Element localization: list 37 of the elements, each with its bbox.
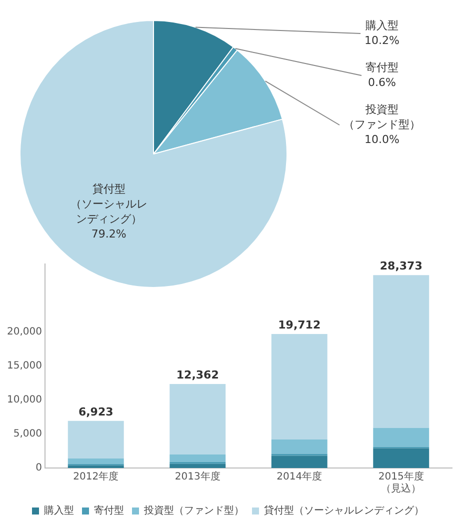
bar <box>271 439 328 454</box>
y-tick-label: 0 <box>36 462 42 474</box>
x-tick-label: 2012年度 <box>73 470 119 483</box>
bar <box>68 458 124 464</box>
bar <box>373 275 430 428</box>
bar <box>170 464 226 468</box>
data-label: 10.0% <box>364 132 400 146</box>
slice-label: 貸付型（ソーシャルレンディング） <box>70 182 148 226</box>
legend-label: 貸付型（ソーシャルレンディング） <box>264 504 424 517</box>
x-tick-label: 2015年度（見込） <box>378 470 424 495</box>
data-label: 10.2% <box>364 34 400 47</box>
bar <box>68 420 124 458</box>
data-label: 79.2% <box>91 228 126 241</box>
bar <box>271 456 328 468</box>
bar <box>373 428 430 447</box>
total-label: 19,712 <box>278 318 321 332</box>
bar <box>170 384 226 454</box>
total-label: 6,923 <box>78 405 114 418</box>
slice-label: 寄付型 <box>366 60 398 74</box>
total-label: 12,362 <box>176 368 219 382</box>
y-tick-label: 10,000 <box>6 394 42 406</box>
data-label: 0.6% <box>368 76 396 89</box>
bar <box>271 334 328 440</box>
total-label: 28,373 <box>380 259 422 272</box>
legend-label: 寄付型 <box>94 504 124 517</box>
bar <box>68 465 124 468</box>
y-tick-label: 15,000 <box>6 360 42 372</box>
slice-label: 購入型 <box>366 18 398 32</box>
y-tick-label: 5,000 <box>13 428 42 440</box>
x-tick-label: 2014年度 <box>276 470 322 483</box>
y-tick-label: 20,000 <box>6 326 42 338</box>
x-tick-label: 2013年度 <box>174 470 220 483</box>
legend-label: 購入型 <box>44 504 74 517</box>
slice-label: 投資型（ファンド型） <box>344 102 420 131</box>
bar <box>170 454 226 462</box>
bar <box>373 448 430 468</box>
legend-label: 投資型（ファンド型） <box>143 504 244 517</box>
